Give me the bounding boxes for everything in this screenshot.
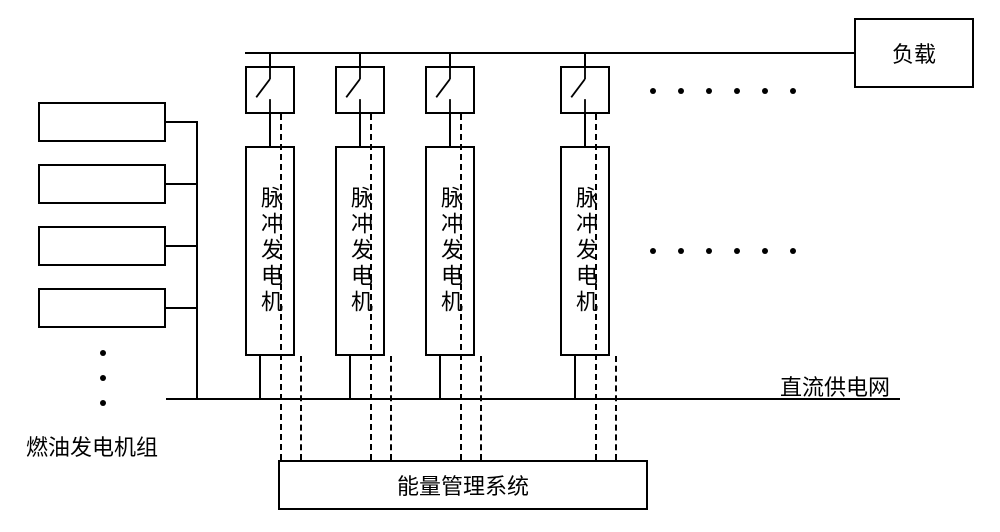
sw-drop-4 (584, 52, 586, 66)
load-box: 负载 (854, 18, 974, 88)
pulse-box-3: 脉冲发电机 (425, 146, 475, 356)
dot-top-2 (678, 88, 684, 94)
dot-mid-1 (650, 248, 656, 254)
switch-1 (245, 66, 295, 114)
fuel-h-2 (166, 183, 196, 185)
ctrl-sw-2 (370, 114, 372, 460)
dot-top-5 (762, 88, 768, 94)
pulse-dc-1 (259, 356, 261, 398)
fuel-label: 燃油发电机组 (26, 430, 158, 462)
dot-mid-6 (790, 248, 796, 254)
fuel-h-3 (166, 245, 196, 247)
pulse-dc-2 (349, 356, 351, 398)
sw-pulse-1 (269, 114, 271, 146)
mgmt-box: 能量管理系统 (278, 460, 648, 510)
dot-mid-2 (678, 248, 684, 254)
sw-pulse-3 (449, 114, 451, 146)
pulse-dc-3 (439, 356, 441, 398)
switch-3 (425, 66, 475, 114)
switch-4 (560, 66, 610, 114)
dot-mid-3 (706, 248, 712, 254)
fuel-box-3 (38, 226, 166, 266)
dot-left-1 (100, 350, 106, 356)
ctrl-pg-2 (390, 356, 392, 460)
ctrl-pg-1 (300, 356, 302, 460)
fuel-box-2 (38, 164, 166, 204)
top-bus (245, 52, 854, 54)
fuel-box-4 (38, 288, 166, 328)
dot-top-6 (790, 88, 796, 94)
pulse-box-4: 脉冲发电机 (560, 146, 610, 356)
fuel-box-1 (38, 102, 166, 142)
pulse-box-2: 脉冲发电机 (335, 146, 385, 356)
dot-mid-5 (762, 248, 768, 254)
ctrl-sw-3 (460, 114, 462, 460)
ctrl-sw-4 (595, 114, 597, 460)
pulse-dc-4 (574, 356, 576, 398)
dc-bus-label: 直流供电网 (780, 370, 890, 402)
ctrl-pg-3 (480, 356, 482, 460)
dot-top-1 (650, 88, 656, 94)
sw-drop-2 (359, 52, 361, 66)
fuel-h-4 (166, 307, 196, 309)
sw-pulse-4 (584, 114, 586, 146)
switch-2 (335, 66, 385, 114)
dot-top-4 (734, 88, 740, 94)
dot-left-2 (100, 375, 106, 381)
pulse-box-1: 脉冲发电机 (245, 146, 295, 356)
fuel-h-1 (166, 121, 196, 123)
dot-mid-4 (734, 248, 740, 254)
load-label: 负载 (892, 37, 936, 69)
dot-left-3 (100, 400, 106, 406)
fuel-bus-v (196, 121, 198, 400)
dot-top-3 (706, 88, 712, 94)
sw-drop-1 (269, 52, 271, 66)
sw-pulse-2 (359, 114, 361, 146)
sw-drop-3 (449, 52, 451, 66)
ctrl-pg-4 (615, 356, 617, 460)
ctrl-sw-1 (280, 114, 282, 460)
mgmt-label: 能量管理系统 (397, 469, 529, 501)
